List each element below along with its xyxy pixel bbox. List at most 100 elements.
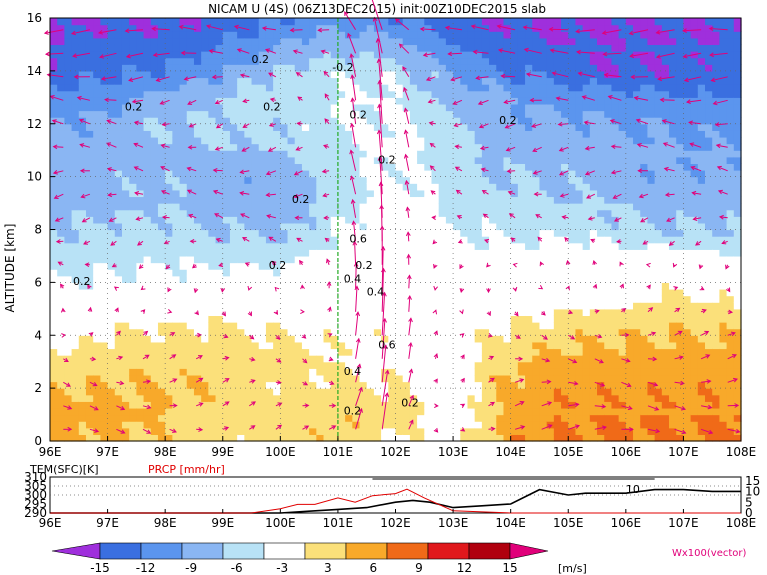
heatmap-cell <box>510 84 519 92</box>
heatmap-cell <box>129 282 137 290</box>
heatmap-cell <box>143 37 152 46</box>
heatmap-cell <box>323 348 332 356</box>
heatmap-cell <box>287 189 296 198</box>
heatmap-cell <box>532 421 541 429</box>
heatmap-cell <box>100 143 109 151</box>
heatmap-cell <box>301 183 310 191</box>
heatmap-cell <box>568 249 577 257</box>
heatmap-cell <box>345 368 353 376</box>
heatmap-cell <box>582 130 591 138</box>
heatmap-cell <box>251 282 260 290</box>
heatmap-cell <box>568 163 577 171</box>
heatmap-cell <box>50 381 58 389</box>
heatmap-cell <box>597 355 605 363</box>
heatmap-cell <box>409 401 418 409</box>
heatmap-cell <box>352 222 361 231</box>
heatmap-cell <box>568 77 577 85</box>
heatmap-cell <box>71 315 80 323</box>
heatmap-cell <box>589 203 598 211</box>
heatmap-cell <box>244 37 253 46</box>
heatmap-cell <box>165 236 173 244</box>
heatmap-cell <box>381 97 389 105</box>
heatmap-cell <box>575 374 584 383</box>
heatmap-cell <box>294 77 303 85</box>
heatmap-cell <box>222 44 231 52</box>
heatmap-cell <box>100 130 109 138</box>
heatmap-cell <box>265 322 274 330</box>
heatmap-cell <box>172 374 181 383</box>
heatmap-cell <box>71 170 80 178</box>
heatmap-cell <box>575 222 584 231</box>
heatmap-cell <box>417 57 425 65</box>
heatmap-cell <box>323 90 332 98</box>
heatmap-cell <box>93 222 101 231</box>
heatmap-cell <box>366 123 375 131</box>
heatmap-cell <box>301 288 310 297</box>
heatmap-cell <box>251 361 260 369</box>
heatmap-cell <box>78 150 87 158</box>
heatmap-cell <box>460 275 469 283</box>
heatmap-cell <box>366 209 375 217</box>
heatmap-cell <box>251 196 260 204</box>
heatmap-cell <box>330 348 339 356</box>
heatmap-cell <box>244 249 253 257</box>
heatmap-cell <box>352 51 361 59</box>
heatmap-cell <box>568 64 577 72</box>
heatmap-cell <box>409 269 418 277</box>
heatmap-cell <box>388 328 397 336</box>
heatmap-cell <box>215 51 224 59</box>
heatmap-cell <box>179 110 188 118</box>
heatmap-cell <box>481 117 490 125</box>
heatmap-cell <box>265 123 274 131</box>
heatmap-cell <box>50 374 58 383</box>
heatmap-cell <box>273 355 281 363</box>
heatmap-cell <box>395 236 404 244</box>
heatmap-cell <box>251 322 260 330</box>
heatmap-cell <box>309 255 317 264</box>
heatmap-cell <box>129 236 137 244</box>
heatmap-cell <box>172 315 181 323</box>
heatmap-cell <box>57 249 65 257</box>
heatmap-cell <box>222 203 231 211</box>
heatmap-cell <box>431 57 440 65</box>
heatmap-cell <box>172 341 181 350</box>
heatmap-cell <box>589 70 598 79</box>
heatmap-cell <box>100 84 109 92</box>
heatmap-cell <box>417 315 425 323</box>
heatmap-cell <box>201 222 209 231</box>
heatmap-cell <box>409 136 418 145</box>
heatmap-cell <box>604 328 613 336</box>
heatmap-cell <box>186 361 195 369</box>
heatmap-cell <box>359 103 368 112</box>
heatmap-cell <box>186 209 195 217</box>
heatmap-cell <box>193 209 202 217</box>
heatmap-cell <box>604 421 613 429</box>
heatmap-cell <box>50 70 58 79</box>
heatmap-cell <box>582 196 591 204</box>
heatmap-cell <box>525 150 533 158</box>
heatmap-cell <box>388 361 397 369</box>
heatmap-cell <box>474 24 483 32</box>
heatmap-cell <box>193 222 202 231</box>
heatmap-cell <box>532 401 541 409</box>
heatmap-cell <box>431 176 440 184</box>
heatmap-cell <box>121 136 130 145</box>
heatmap-cell <box>402 143 411 151</box>
heatmap-cell <box>460 31 469 39</box>
heatmap-cell <box>510 51 519 59</box>
heatmap-cell <box>517 110 526 118</box>
heatmap-cell <box>222 143 231 151</box>
heatmap-cell <box>359 70 368 79</box>
heatmap-cell <box>193 381 202 389</box>
heatmap-cell <box>186 70 195 79</box>
heatmap-cell <box>186 255 195 264</box>
heatmap-cell <box>510 64 519 72</box>
heatmap-cell <box>489 203 497 211</box>
heatmap-cell <box>431 110 440 118</box>
heatmap-cell <box>316 388 325 396</box>
heatmap-cell <box>460 123 469 131</box>
heatmap-cell <box>121 150 130 158</box>
heatmap-cell <box>93 51 101 59</box>
heatmap-cell <box>337 130 346 138</box>
heatmap-cell <box>330 189 339 198</box>
